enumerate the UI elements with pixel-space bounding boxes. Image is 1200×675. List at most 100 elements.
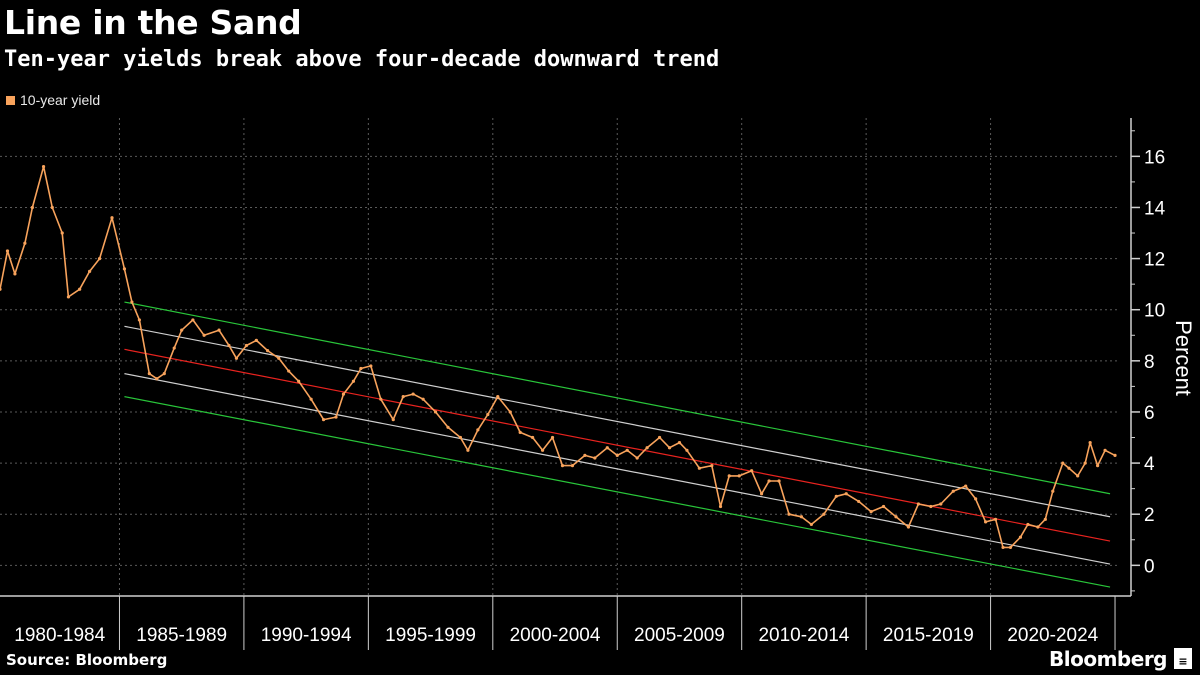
data-point — [667, 446, 672, 450]
data-point — [777, 479, 781, 483]
legend-label-10-year-yield: 10-year yield — [20, 92, 101, 108]
data-point — [685, 448, 689, 452]
data-point — [710, 464, 714, 468]
data-point — [881, 504, 886, 509]
data-point — [227, 343, 231, 348]
data-point — [844, 492, 848, 496]
data-point — [615, 453, 619, 458]
series-10-year-yield — [0, 164, 1117, 550]
data-point — [13, 272, 17, 276]
data-point — [984, 520, 988, 524]
trend-line-middle — [124, 348, 1111, 542]
data-point — [486, 412, 490, 417]
data-point — [234, 356, 239, 360]
data-point — [727, 474, 731, 478]
data-point — [570, 464, 575, 468]
data-point — [677, 441, 682, 445]
x-tick-label: 1980-1984 — [14, 625, 105, 646]
trend-line-lower-inner — [124, 373, 1111, 565]
data-point — [540, 448, 545, 452]
data-point — [5, 249, 10, 253]
y-tick-label: 10 — [1144, 301, 1165, 322]
data-point — [217, 328, 221, 332]
y-tick-label: 8 — [1144, 352, 1155, 373]
data-point — [421, 397, 425, 401]
data-point — [391, 418, 395, 422]
data-point — [202, 333, 206, 337]
trend-line-upper-inner — [124, 325, 1111, 518]
data-point — [97, 256, 102, 261]
trend-line-lower-outer — [124, 396, 1111, 588]
data-point — [30, 205, 34, 210]
x-tick-label: 2000-2004 — [510, 625, 601, 646]
data-point — [1088, 441, 1092, 445]
data-point — [1096, 464, 1100, 468]
data-point — [857, 499, 861, 504]
data-point — [550, 435, 555, 440]
data-point — [23, 241, 27, 245]
data-point — [822, 512, 826, 516]
data-point — [767, 479, 771, 483]
brand-mark-icon: ≡ — [1174, 648, 1192, 669]
data-point — [162, 372, 166, 376]
x-tick-label: 1990-1994 — [261, 625, 352, 646]
y-tick-label: 6 — [1144, 403, 1155, 424]
x-tick-label: 2010-2014 — [758, 625, 849, 646]
data-point — [60, 231, 64, 235]
data-point — [508, 410, 512, 414]
data-point — [718, 504, 723, 509]
data-point — [1043, 517, 1047, 521]
data-point — [809, 522, 813, 527]
data-point — [993, 517, 998, 521]
data-point — [929, 504, 933, 509]
data-point — [122, 267, 127, 271]
data-point — [130, 300, 134, 304]
data-point — [1008, 545, 1013, 550]
trend-line-upper-outer — [124, 301, 1111, 495]
data-point — [50, 205, 54, 210]
data-point — [321, 418, 326, 422]
data-point — [916, 502, 921, 506]
legend-swatch-10-year-yield — [6, 95, 15, 105]
data-point — [906, 525, 911, 529]
data-point — [41, 164, 46, 169]
data-point — [476, 428, 480, 432]
data-point — [787, 512, 791, 516]
data-point — [191, 318, 195, 322]
data-point — [359, 366, 363, 371]
data-point — [974, 497, 978, 501]
data-point — [379, 397, 383, 401]
data-point — [172, 346, 176, 350]
data-point — [309, 397, 313, 401]
data-point — [605, 446, 609, 450]
series-line-10-year-yield — [0, 165, 1116, 549]
data-point — [466, 448, 470, 452]
data-point — [147, 372, 151, 376]
data-point — [750, 469, 754, 473]
data-point — [265, 349, 270, 353]
x-tick-label: 1995-1999 — [385, 625, 476, 646]
gridlines — [0, 118, 1120, 596]
data-point — [583, 453, 587, 458]
y-axis-label: Percent — [1171, 320, 1196, 396]
data-point — [760, 492, 764, 496]
data-point — [180, 328, 184, 332]
data-point — [66, 295, 71, 299]
data-point — [411, 392, 415, 396]
data-point — [155, 377, 159, 381]
data-point — [433, 410, 438, 414]
source-note: Source: Bloomberg — [6, 651, 168, 669]
data-point — [351, 379, 356, 383]
data-point — [1067, 466, 1071, 470]
brand-logo: Bloomberg — [1049, 647, 1167, 671]
data-point — [1076, 474, 1080, 478]
data-point — [531, 435, 535, 440]
data-point — [137, 318, 141, 322]
data-point — [1083, 461, 1087, 465]
data-point — [341, 392, 346, 396]
data-point — [894, 515, 898, 519]
data-point — [254, 338, 258, 342]
data-point — [0, 287, 2, 291]
data-point — [737, 474, 741, 478]
